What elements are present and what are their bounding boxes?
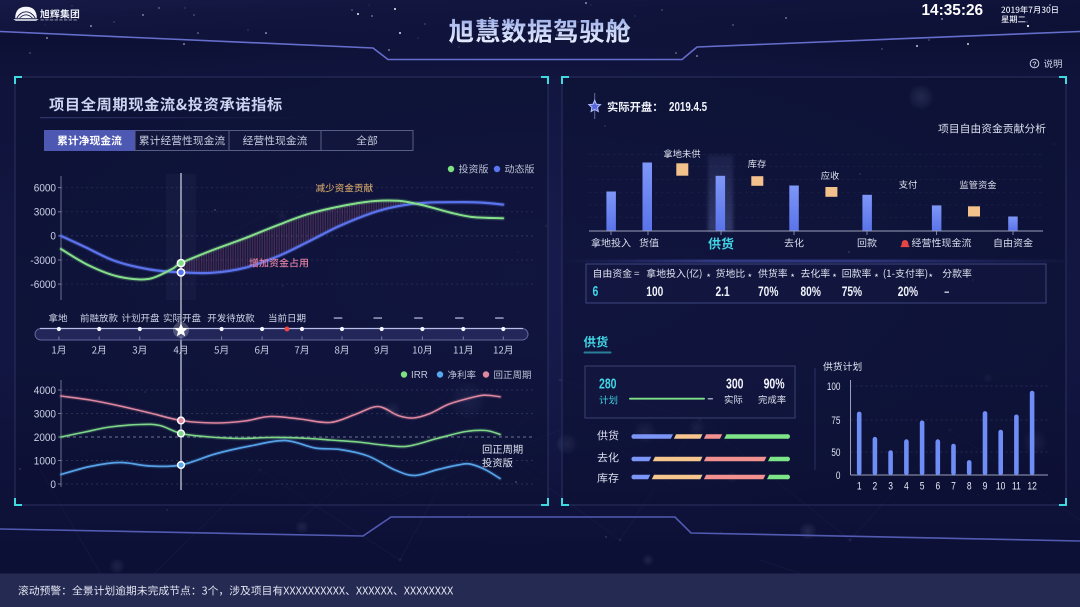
svg-text:100: 100 (827, 381, 841, 393)
svg-text:IRR: IRR (411, 370, 428, 381)
svg-text:75%: 75% (842, 283, 863, 299)
svg-text:4: 4 (904, 481, 909, 493)
svg-text:100: 100 (646, 283, 663, 299)
svg-text:12: 12 (1027, 481, 1036, 493)
svg-text:6: 6 (593, 282, 599, 299)
svg-text:4000: 4000 (34, 384, 56, 397)
svg-text:10: 10 (996, 481, 1005, 493)
svg-text:-6000: -6000 (30, 278, 56, 291)
svg-text:0: 0 (50, 230, 56, 243)
svg-text:300: 300 (726, 375, 743, 392)
svg-text:280: 280 (599, 375, 616, 392)
svg-text:80%: 80% (801, 283, 822, 299)
svg-text:3000: 3000 (34, 206, 56, 219)
svg-text:9: 9 (983, 481, 988, 493)
svg-text:6: 6 (935, 481, 940, 493)
svg-text:2019.4.5: 2019.4.5 (669, 101, 707, 114)
svg-text:1000: 1000 (34, 455, 56, 468)
svg-text:7: 7 (951, 481, 956, 493)
svg-text:50: 50 (831, 447, 840, 459)
svg-text:0: 0 (50, 478, 56, 491)
svg-text:2.1: 2.1 (716, 283, 730, 299)
svg-text:2000: 2000 (34, 431, 56, 444)
svg-text:20%: 20% (898, 283, 919, 299)
svg-text:90%: 90% (764, 375, 785, 392)
svg-text:?: ? (1032, 60, 1036, 69)
svg-text:0: 0 (836, 470, 841, 482)
svg-text:5: 5 (920, 481, 925, 493)
svg-text:-3000: -3000 (30, 254, 56, 267)
svg-text:14:35:26: 14:35:26 (922, 2, 984, 19)
svg-text:11: 11 (1012, 481, 1021, 493)
svg-text:1: 1 (857, 481, 862, 493)
svg-text:8: 8 (967, 481, 972, 493)
svg-text:3: 3 (888, 481, 893, 493)
svg-text:2: 2 (873, 481, 878, 493)
svg-text:6000: 6000 (34, 182, 56, 195)
svg-text:70%: 70% (758, 283, 779, 299)
svg-text:3000: 3000 (34, 408, 56, 421)
svg-text:75: 75 (831, 415, 840, 427)
